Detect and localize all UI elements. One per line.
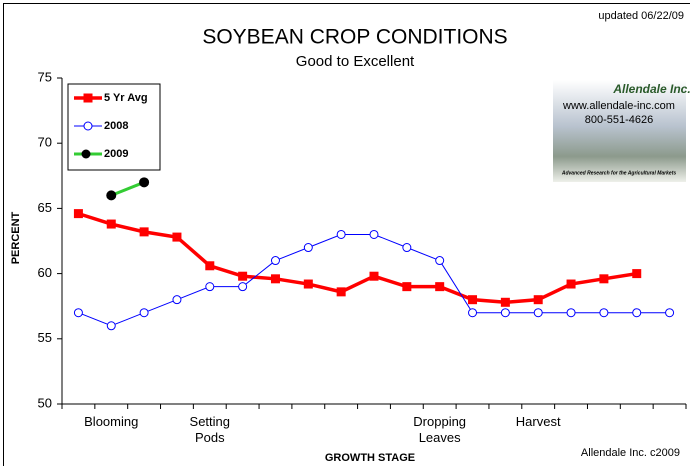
- y-tick-label: 70: [38, 135, 52, 150]
- annotation: Allendale Inc.: [612, 82, 690, 96]
- marker: [501, 298, 510, 307]
- marker: [74, 209, 83, 218]
- marker: [173, 296, 181, 304]
- marker: [403, 244, 411, 252]
- marker: [567, 280, 576, 289]
- marker: [370, 230, 378, 238]
- marker: [337, 287, 346, 296]
- annotation: www.allendale-inc.com: [562, 100, 675, 112]
- y-tick-label: 50: [38, 395, 52, 410]
- legend-label: 5 Yr Avg: [104, 92, 148, 104]
- marker: [74, 309, 82, 317]
- marker: [205, 261, 214, 270]
- marker: [599, 274, 608, 283]
- marker: [140, 309, 148, 317]
- legend-label: 2008: [104, 120, 128, 132]
- y-tick-label: 75: [38, 69, 52, 84]
- marker: [534, 295, 543, 304]
- marker: [633, 309, 641, 317]
- marker: [271, 274, 280, 283]
- annotation: 800-551-4626: [585, 114, 654, 126]
- marker: [239, 283, 247, 291]
- marker: [140, 227, 149, 236]
- marker: [107, 322, 115, 330]
- marker: [469, 309, 477, 317]
- legend-marker: [84, 94, 93, 103]
- series-line: [78, 214, 636, 303]
- marker: [238, 272, 247, 281]
- marker: [139, 177, 149, 187]
- marker: [107, 220, 116, 229]
- marker: [304, 244, 312, 252]
- marker: [468, 295, 477, 304]
- marker: [567, 309, 575, 317]
- series-line: [111, 182, 144, 195]
- annotation: Allendale Inc. c2009: [581, 447, 680, 459]
- chart: SOYBEAN CROP CONDITIONS Good to Excellen…: [0, 0, 690, 466]
- x-tick-label: Blooming: [76, 414, 146, 430]
- marker: [337, 230, 345, 238]
- marker: [304, 280, 313, 289]
- legend: 5 Yr Avg 2008 2009: [68, 84, 160, 170]
- x-tick-label: Harvest: [503, 414, 573, 430]
- y-tick-label: 55: [38, 330, 52, 345]
- marker: [436, 257, 444, 265]
- legend-marker: [82, 150, 91, 159]
- y-tick-label: 65: [38, 200, 52, 215]
- marker: [666, 309, 674, 317]
- marker: [435, 282, 444, 291]
- marker: [172, 233, 181, 242]
- marker: [370, 272, 379, 281]
- x-axis-label: GROWTH STAGE: [325, 452, 415, 464]
- y-tick-label: 60: [38, 265, 52, 280]
- chart-subtitle: Good to Excellent: [296, 53, 415, 70]
- y-axis-label: PERCENT: [10, 211, 22, 264]
- marker: [402, 282, 411, 291]
- page: SOYBEAN CROP CONDITIONS Good to Excellen…: [0, 0, 690, 466]
- marker: [206, 283, 214, 291]
- chart-title: SOYBEAN CROP CONDITIONS: [202, 26, 507, 49]
- x-tick-label: Setting Pods: [175, 414, 245, 446]
- x-tick-label: Dropping Leaves: [405, 414, 475, 446]
- marker: [632, 269, 641, 278]
- legend-label: 2009: [104, 148, 128, 160]
- marker: [600, 309, 608, 317]
- marker: [501, 309, 509, 317]
- annotation: Advanced Research for the Agricultural M…: [561, 170, 677, 176]
- marker: [534, 309, 542, 317]
- marker: [271, 257, 279, 265]
- legend-marker: [84, 122, 92, 130]
- marker: [106, 190, 116, 200]
- annotation: updated 06/22/09: [598, 10, 684, 22]
